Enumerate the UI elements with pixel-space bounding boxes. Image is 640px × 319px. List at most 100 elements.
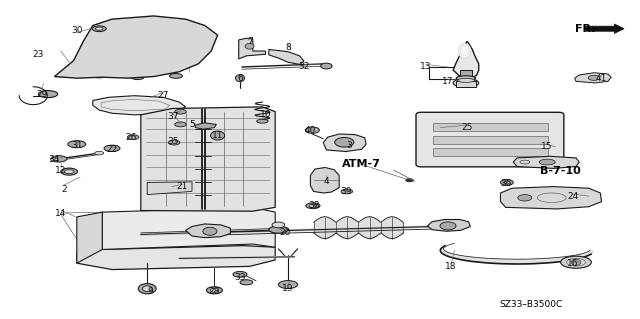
Text: 4: 4 (324, 177, 329, 186)
Ellipse shape (170, 73, 182, 78)
Ellipse shape (500, 180, 513, 185)
Ellipse shape (566, 258, 586, 266)
Text: 38: 38 (308, 201, 319, 210)
Text: 30: 30 (71, 26, 83, 35)
Polygon shape (54, 16, 218, 78)
Ellipse shape (269, 226, 288, 233)
Text: 10: 10 (260, 110, 271, 119)
Ellipse shape (175, 109, 186, 114)
Text: 23: 23 (33, 50, 44, 59)
Polygon shape (77, 212, 102, 263)
Text: 9: 9 (148, 287, 153, 296)
Ellipse shape (203, 227, 217, 235)
Ellipse shape (588, 75, 600, 80)
Ellipse shape (236, 75, 244, 82)
Ellipse shape (306, 203, 320, 209)
Ellipse shape (210, 288, 219, 292)
Ellipse shape (61, 168, 77, 175)
Ellipse shape (240, 280, 253, 285)
Ellipse shape (206, 287, 223, 294)
Ellipse shape (456, 76, 476, 81)
Ellipse shape (461, 46, 468, 56)
Polygon shape (575, 73, 611, 83)
Text: 29: 29 (36, 90, 47, 99)
Ellipse shape (95, 152, 104, 155)
Text: 27: 27 (157, 91, 169, 100)
Ellipse shape (272, 222, 285, 228)
Ellipse shape (520, 160, 529, 164)
Ellipse shape (68, 141, 86, 148)
Ellipse shape (65, 170, 74, 174)
Text: 26: 26 (125, 133, 137, 142)
Polygon shape (513, 156, 579, 168)
Text: 5: 5 (189, 120, 195, 129)
Polygon shape (77, 246, 275, 270)
Text: 41: 41 (596, 74, 607, 83)
Ellipse shape (540, 159, 556, 165)
Ellipse shape (453, 78, 479, 87)
Polygon shape (102, 207, 275, 249)
Ellipse shape (138, 284, 156, 294)
Ellipse shape (104, 145, 120, 152)
Ellipse shape (458, 43, 471, 59)
Text: 11: 11 (212, 131, 223, 140)
Text: 34: 34 (49, 155, 60, 164)
Text: 28: 28 (209, 287, 220, 296)
Text: 13: 13 (420, 63, 431, 71)
Text: 37: 37 (167, 112, 179, 121)
Text: 22: 22 (106, 145, 118, 154)
Ellipse shape (278, 281, 298, 288)
Bar (460, 70, 472, 78)
Ellipse shape (233, 271, 247, 277)
Polygon shape (323, 134, 366, 152)
Ellipse shape (305, 127, 319, 133)
Ellipse shape (51, 158, 58, 161)
Polygon shape (500, 187, 602, 209)
Polygon shape (269, 49, 304, 64)
Ellipse shape (257, 119, 268, 123)
Text: FR.: FR. (575, 24, 595, 34)
Polygon shape (141, 107, 275, 211)
Ellipse shape (440, 222, 456, 230)
Polygon shape (310, 167, 339, 193)
Ellipse shape (406, 179, 413, 182)
Bar (456, 81, 476, 87)
Text: 14: 14 (55, 209, 67, 218)
Text: 40: 40 (305, 126, 316, 135)
Text: 17: 17 (442, 77, 454, 86)
Text: ATM-7: ATM-7 (342, 159, 381, 169)
Ellipse shape (127, 135, 139, 140)
Text: 35: 35 (167, 137, 179, 146)
Ellipse shape (95, 27, 103, 30)
Polygon shape (440, 247, 594, 264)
Text: 21: 21 (177, 182, 188, 191)
FancyBboxPatch shape (416, 112, 564, 167)
Ellipse shape (131, 75, 144, 80)
Text: 12: 12 (55, 166, 67, 175)
Bar (433, 136, 548, 144)
Polygon shape (239, 38, 266, 59)
Text: 33: 33 (234, 273, 246, 282)
Ellipse shape (143, 286, 152, 292)
Text: 25: 25 (461, 123, 473, 132)
Text: 2: 2 (61, 185, 67, 194)
Ellipse shape (518, 195, 532, 201)
Polygon shape (453, 41, 479, 79)
Text: 15: 15 (541, 142, 553, 151)
Text: 36: 36 (500, 179, 511, 188)
Text: 31: 31 (71, 141, 83, 150)
Ellipse shape (309, 204, 317, 207)
Ellipse shape (51, 156, 67, 162)
Ellipse shape (341, 189, 353, 194)
Polygon shape (186, 224, 230, 238)
Text: 16: 16 (567, 259, 579, 268)
Polygon shape (195, 123, 216, 129)
Text: 6: 6 (237, 74, 243, 83)
Ellipse shape (175, 122, 186, 127)
Text: 19: 19 (282, 284, 294, 293)
Bar (433, 123, 548, 131)
Ellipse shape (211, 131, 225, 140)
Text: 18: 18 (445, 262, 457, 271)
Ellipse shape (38, 91, 58, 98)
Ellipse shape (92, 72, 108, 78)
